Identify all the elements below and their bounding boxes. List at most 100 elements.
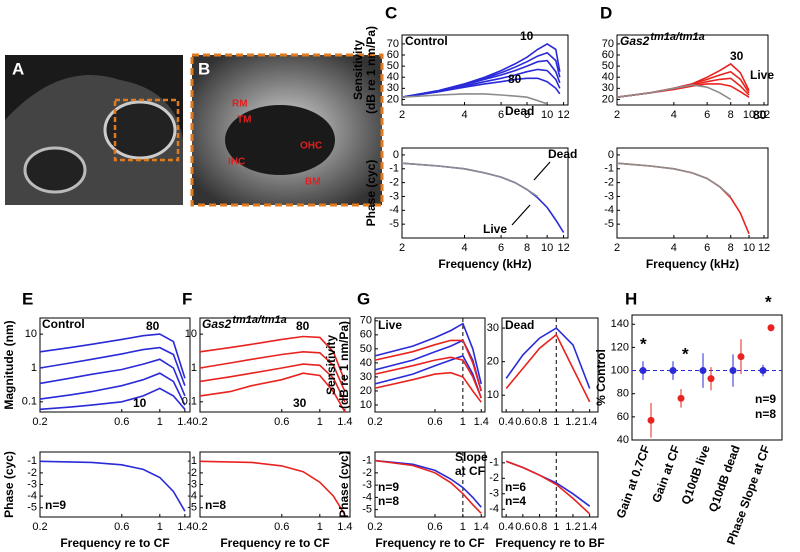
y-tick-label: -4 — [389, 204, 399, 216]
x-tick-label: 10 — [743, 242, 755, 254]
x-tick-label: 1 — [317, 416, 323, 428]
y-tick-label: -1 — [604, 163, 614, 175]
annotation: n=8 — [755, 407, 776, 421]
plot-frame — [401, 147, 569, 239]
curve — [401, 93, 548, 105]
x-tick-label: 1 — [157, 416, 163, 428]
x-tick-label: 10 — [541, 109, 553, 121]
y-tick-label: -1 — [489, 457, 499, 469]
x-tick-label: 1.4 — [582, 416, 597, 428]
annotation: 30 — [730, 49, 744, 63]
y-tick-label: -3 — [389, 190, 399, 202]
y-tick-label: 1 — [31, 362, 37, 374]
dot — [699, 367, 707, 375]
curve — [374, 339, 482, 392]
dot — [729, 367, 737, 375]
annotation: 80 — [146, 319, 160, 333]
curve — [39, 387, 186, 411]
annotation: n=8 — [378, 494, 399, 508]
arrow — [533, 161, 551, 181]
category-label: Gain at CF — [649, 443, 683, 504]
x-tick-label: 6 — [498, 242, 504, 254]
annotation: * — [765, 292, 772, 311]
y-tick-label: -2 — [604, 177, 614, 189]
x-tick-label: 0.6 — [515, 521, 530, 533]
x-tick-label: 2 — [614, 109, 620, 121]
dot — [677, 394, 685, 402]
x-tick-label: 10 — [541, 242, 553, 254]
annotation: 30 — [293, 396, 307, 410]
plot-frame — [374, 451, 486, 518]
x-tick-label: 1.2 — [565, 416, 580, 428]
annotation: Live — [378, 318, 402, 332]
plot-title-sup: tm1a/tm1a — [650, 31, 704, 43]
y-tick-label: 40 — [617, 434, 629, 446]
curve — [39, 358, 186, 397]
y-tick-label: -3 — [27, 478, 37, 490]
y-tick-label: 60 — [617, 411, 629, 423]
y-tick-label: 70 — [360, 315, 372, 327]
x-tick-label: 0.4 — [499, 416, 514, 428]
annotation: n=9 — [45, 498, 66, 512]
y-tick-label: 80 — [617, 388, 629, 400]
x-tick-label: 6 — [498, 109, 504, 121]
curve — [374, 459, 482, 514]
x-axis-label: Frequency re to BF — [495, 536, 604, 550]
dot — [647, 416, 655, 424]
y-tick-label: 1 — [191, 362, 197, 374]
curve — [374, 356, 482, 399]
panel-letter: C — [385, 3, 397, 22]
y-tick-label: -4 — [187, 490, 197, 502]
annotation: Slope — [455, 450, 488, 464]
x-tick-label: 0.6 — [515, 416, 530, 428]
y-tick-label: 20 — [387, 93, 399, 105]
y-tick-label: -1 — [362, 454, 372, 466]
y-tick-label: -1 — [187, 455, 197, 467]
x-tick-label: 0.2 — [367, 521, 382, 533]
y-tick-label: 0 — [608, 149, 614, 161]
x-tick-label: 0.2 — [192, 521, 207, 533]
y-tick-label: 40 — [360, 357, 372, 369]
y-tick-label: -5 — [27, 502, 37, 514]
x-tick-label: 12 — [557, 242, 569, 254]
curve — [199, 372, 346, 413]
y-tick-label: 60 — [602, 49, 614, 61]
y-tick-label: -2 — [389, 177, 399, 189]
curve — [616, 84, 732, 101]
cochlea-turn — [23, 146, 87, 194]
plot-frame — [616, 147, 769, 239]
y-tick-label: 30 — [487, 322, 499, 334]
plot-title: Control — [42, 317, 85, 331]
x-tick-label: 1 — [460, 521, 466, 533]
y-tick-label: 40 — [387, 71, 399, 83]
annotation: 10 — [133, 396, 147, 410]
y-tick-label: -3 — [604, 190, 614, 202]
arrows — [511, 161, 551, 226]
x-tick-label: 10 — [743, 109, 755, 121]
curve — [199, 350, 346, 392]
dot — [707, 375, 715, 383]
panel-letter: F — [182, 289, 192, 308]
plot-title: Gas2 — [202, 317, 232, 331]
x-tick-label: 1.4 — [582, 521, 597, 533]
annotation: * — [640, 334, 647, 353]
y-tick-label: 20 — [360, 385, 372, 397]
zoom-frame — [190, 53, 384, 207]
y-tick-label: 50 — [360, 343, 372, 355]
dot — [639, 367, 647, 375]
x-tick-label: 12 — [758, 242, 770, 254]
x-tick-label: 0.8 — [532, 521, 547, 533]
annotation: Live — [483, 222, 507, 236]
x-tick-label: 1.4 — [177, 521, 192, 533]
curve — [39, 460, 186, 512]
zoom-box — [113, 98, 180, 162]
arrow — [511, 204, 531, 226]
panel-letter: D — [600, 3, 612, 22]
y-tick-label: -5 — [362, 504, 372, 516]
x-tick-label: 0.8 — [532, 416, 547, 428]
y-tick-label: 20 — [487, 356, 499, 368]
x-axis-label: Frequency (kHz) — [438, 257, 531, 271]
dot — [737, 353, 745, 361]
y-tick-label: -1 — [27, 455, 37, 467]
y-axis-label: Phase (cyc) — [2, 451, 16, 518]
